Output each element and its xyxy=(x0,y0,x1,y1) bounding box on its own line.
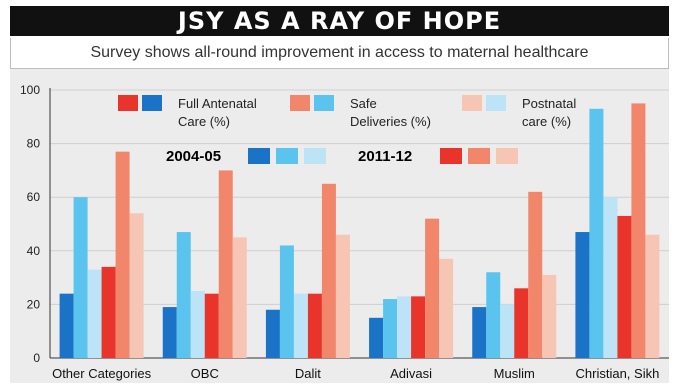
legend-period-swatch xyxy=(248,148,270,164)
bar-2011-12-1 xyxy=(528,191,543,358)
bar-2004-05-1 xyxy=(73,197,88,358)
legend-measure-label: Full Antenatal xyxy=(178,96,257,111)
bar-2011-12-2 xyxy=(542,274,557,358)
legend-measure-label: care (%) xyxy=(522,114,571,129)
legend-measure-label: Care (%) xyxy=(178,114,230,129)
legend-measure-label: Deliveries (%) xyxy=(350,114,431,129)
legend-swatch-2004-05 xyxy=(486,95,506,111)
bar-2011-12-2 xyxy=(645,234,660,358)
bar-2004-05-2 xyxy=(190,291,205,358)
gridlines xyxy=(50,89,669,305)
x-axis: Other Categories OBC Dalit Adivasi Muslim Chr… xyxy=(52,366,659,381)
legend: Full Antenatal Care (%) Safe Deliveries (%)… xyxy=(118,95,576,165)
bar-2004-05-2 xyxy=(87,269,102,358)
bar-2011-12-2 xyxy=(439,258,454,358)
legend-swatch-2011-12 xyxy=(118,95,138,111)
bar-2011-12-2 xyxy=(232,237,247,358)
x-tick-label: Muslim xyxy=(494,366,535,381)
bar-2011-12-0 xyxy=(101,266,116,358)
bar-2011-12-2 xyxy=(335,234,350,358)
bar-2011-12-1 xyxy=(425,218,440,358)
y-axis: 0 20 40 60 80 100 xyxy=(20,83,669,365)
bar-2011-12-1 xyxy=(115,151,130,358)
legend-period-swatch xyxy=(276,148,298,164)
legend-period-swatch xyxy=(468,148,490,164)
legend-period-swatch xyxy=(496,148,518,164)
bar-2004-05-2 xyxy=(293,293,308,358)
chart-title-banner: JSY AS A RAY OF HOPE xyxy=(10,6,669,36)
bar-2011-12-0 xyxy=(411,296,426,358)
bar-2004-05-2 xyxy=(603,197,618,358)
y-tick-label: 0 xyxy=(33,351,40,365)
bars xyxy=(59,103,660,359)
bar-2004-05-1 xyxy=(589,108,604,358)
x-tick-label: Other Categories xyxy=(52,366,151,381)
bar-2004-05-2 xyxy=(397,296,412,358)
bar-2004-05-1 xyxy=(486,272,501,358)
chart-subtitle: Survey shows all-round improvement in ac… xyxy=(10,38,669,69)
y-tick-label: 80 xyxy=(27,137,41,151)
x-tick-label: Adivasi xyxy=(390,366,432,381)
x-tick-label: OBC xyxy=(191,366,219,381)
bar-2004-05-1 xyxy=(383,299,398,358)
bar-2004-05-1 xyxy=(279,245,294,358)
x-tick-label: Dalit xyxy=(295,366,321,381)
bar-2011-12-0 xyxy=(514,288,529,358)
bar-2004-05-0 xyxy=(369,317,384,358)
y-tick-label: 100 xyxy=(20,83,40,97)
bar-2011-12-2 xyxy=(129,213,144,358)
y-tick-label: 60 xyxy=(27,190,41,204)
legend-period-label: 2004-05 xyxy=(166,148,221,165)
legend-swatch-2011-12 xyxy=(462,95,482,111)
legend-period-swatch xyxy=(304,148,326,164)
legend-measure-label: Safe xyxy=(350,96,377,111)
bar-2004-05-0 xyxy=(59,293,74,358)
bar-2004-05-0 xyxy=(162,307,177,358)
legend-swatch-2004-05 xyxy=(314,95,334,111)
bar-2004-05-0 xyxy=(265,309,280,358)
bar-2004-05-2 xyxy=(500,304,515,358)
bar-2011-12-0 xyxy=(307,293,322,358)
x-tick-label: Christian, Sikh xyxy=(576,366,660,381)
bar-2004-05-0 xyxy=(472,307,487,358)
bar-2011-12-0 xyxy=(617,215,632,358)
bar-2011-12-1 xyxy=(321,183,336,358)
legend-swatch-2004-05 xyxy=(142,95,162,111)
legend-swatch-2011-12 xyxy=(290,95,310,111)
bar-2011-12-0 xyxy=(204,293,219,358)
bar-2011-12-1 xyxy=(218,170,233,358)
legend-measure-label: Postnatal xyxy=(522,96,576,111)
y-tick-label: 40 xyxy=(27,244,41,258)
bar-2011-12-1 xyxy=(631,103,646,359)
legend-period-swatch xyxy=(440,148,462,164)
legend-period-label: 2011-12 xyxy=(358,148,412,165)
y-tick-label: 20 xyxy=(27,297,41,311)
bar-2004-05-0 xyxy=(575,232,590,358)
bar-2004-05-1 xyxy=(176,232,191,358)
